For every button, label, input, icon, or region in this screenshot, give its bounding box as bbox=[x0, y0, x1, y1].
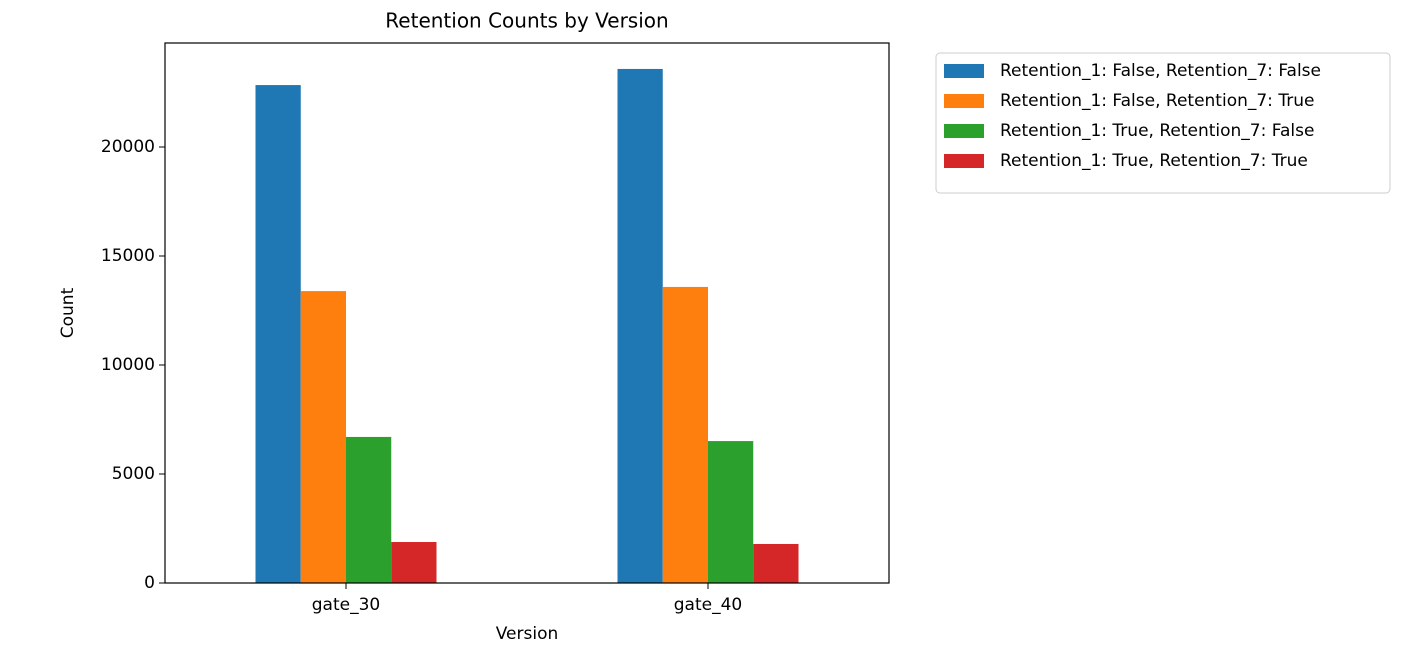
x-axis-label: Version bbox=[496, 624, 559, 644]
y-tick-label: 20000 bbox=[101, 137, 155, 157]
legend-swatch bbox=[944, 154, 984, 168]
legend-label: Retention_1: True, Retention_7: True bbox=[1000, 151, 1308, 171]
y-tick-label: 0 bbox=[144, 573, 155, 593]
bar bbox=[617, 68, 663, 583]
bar bbox=[662, 286, 708, 583]
legend-swatch bbox=[944, 124, 984, 138]
legend-label: Retention_1: False, Retention_7: False bbox=[1000, 61, 1321, 81]
bar bbox=[391, 542, 437, 583]
bar bbox=[346, 436, 392, 583]
bar bbox=[255, 85, 301, 584]
y-tick-label: 5000 bbox=[112, 464, 155, 484]
legend-box bbox=[935, 52, 1391, 194]
bar bbox=[300, 291, 346, 583]
x-tick-label: gate_30 bbox=[312, 595, 380, 615]
chart-title: Retention Counts by Version bbox=[385, 9, 668, 33]
legend-swatch bbox=[944, 64, 984, 78]
legend-label: Retention_1: True, Retention_7: False bbox=[1000, 121, 1314, 141]
y-tick-label: 10000 bbox=[101, 355, 155, 375]
y-tick-label: 15000 bbox=[101, 246, 155, 266]
legend-swatch bbox=[944, 94, 984, 108]
bar bbox=[753, 543, 799, 583]
legend-label: Retention_1: False, Retention_7: True bbox=[1000, 91, 1314, 111]
x-tick-label: gate_40 bbox=[674, 595, 742, 615]
plot-frame bbox=[164, 42, 890, 584]
y-axis-label: Count bbox=[58, 287, 78, 338]
bar bbox=[708, 441, 754, 583]
